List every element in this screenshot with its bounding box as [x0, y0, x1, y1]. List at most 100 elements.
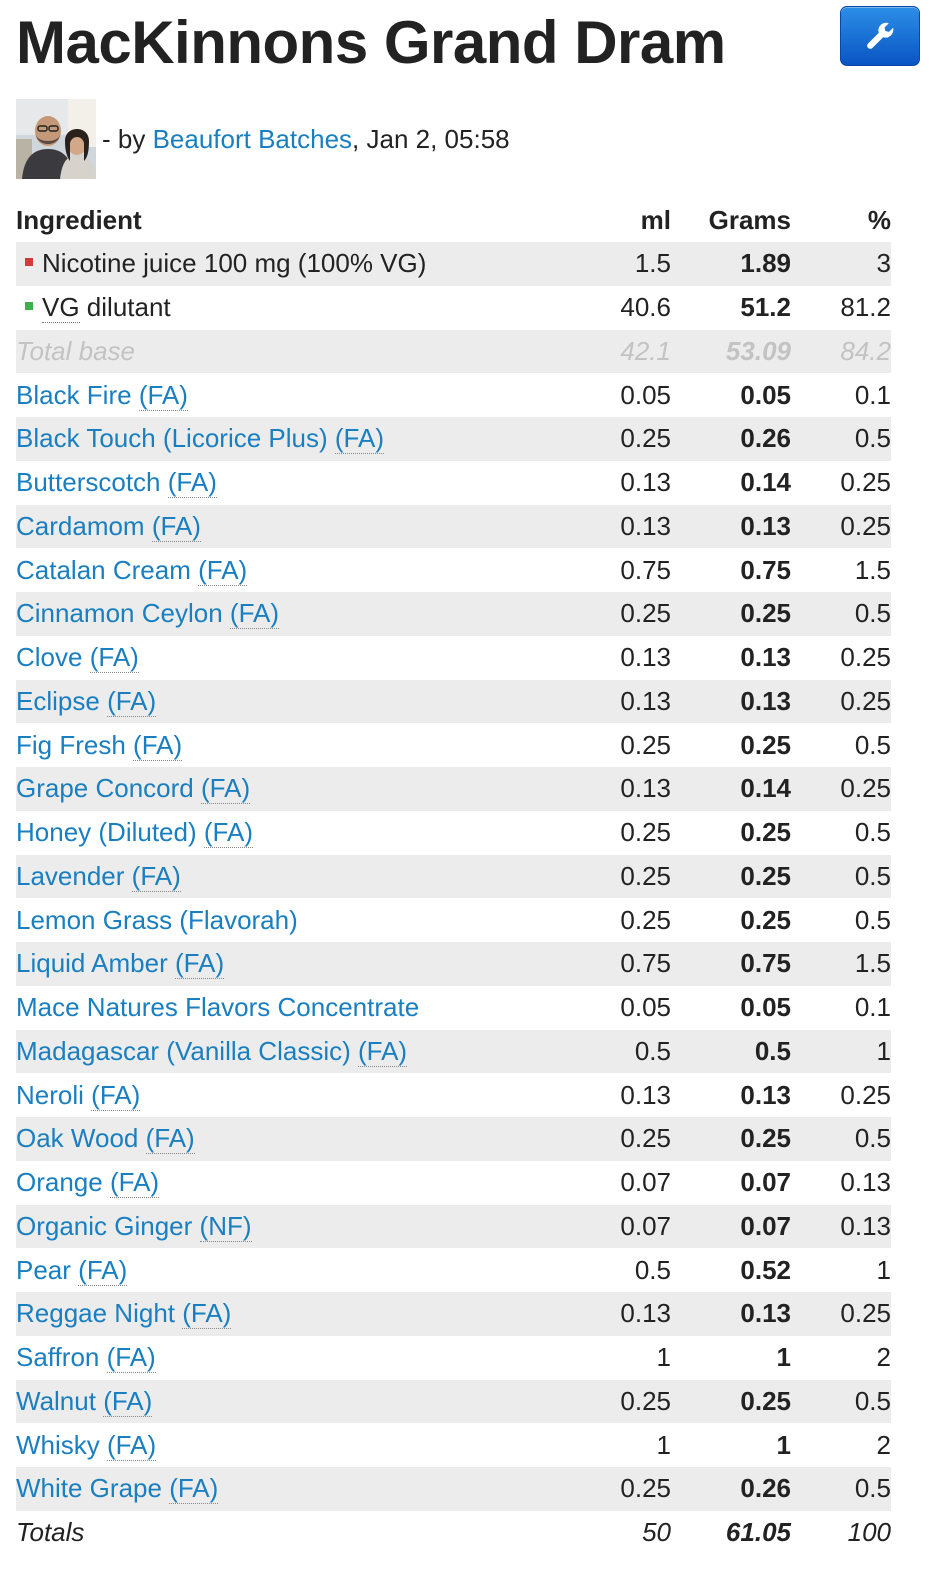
flavor-link[interactable]: Black Fire: [16, 379, 132, 410]
ml-cell: 42.1: [620, 335, 671, 366]
percent-cell: 1.5: [854, 948, 891, 979]
author-avatar[interactable]: [16, 99, 96, 179]
table-row: Madagascar (Vanilla Classic) (FA) 0.5 0.5 1: [16, 1029, 891, 1074]
ingredient-cell: Lemon Grass (Flavorah): [16, 898, 516, 942]
table-row: Saffron (FA) 1 1 2: [16, 1336, 891, 1380]
grams-cell: 0.26: [740, 1473, 791, 1504]
percent-cell: 0.5: [854, 598, 891, 629]
ml-cell: 0.13: [620, 467, 671, 498]
flavor-link[interactable]: Eclipse: [16, 685, 100, 716]
percent-cell: 0.5: [854, 860, 891, 891]
ml-cell: 0.25: [620, 1385, 671, 1416]
percent-cell: 0.5: [854, 423, 891, 454]
vendor-abbrev: (FA): [109, 1167, 160, 1199]
recipe-byline: - by Beaufort Batches, Jan 2, 05:58: [16, 99, 510, 179]
flavor-link[interactable]: Fig Fresh: [16, 729, 126, 760]
totals-label: Totals: [16, 1510, 516, 1555]
flavor-link[interactable]: Clove: [16, 642, 83, 673]
flavor-link[interactable]: Catalan Cream: [16, 554, 191, 585]
flavor-link[interactable]: Butterscotch: [16, 467, 161, 498]
total-base-row: Total base 42.1 53.09 84.2: [16, 329, 891, 374]
ml-cell: 0.25: [620, 1473, 671, 1504]
vendor-abbrev: (FA): [201, 773, 251, 805]
table-row: Eclipse (FA) 0.13 0.13 0.25: [16, 679, 891, 724]
ingredient-cell: Walnut (FA): [16, 1380, 516, 1424]
vendor-abbrev: (FA): [169, 1473, 219, 1505]
percent-cell: 0.1: [854, 992, 891, 1023]
grams-cell: 0.25: [740, 1123, 791, 1154]
ml-cell: 0.25: [620, 423, 671, 454]
flavor-link[interactable]: Walnut: [16, 1385, 96, 1416]
flavor-link[interactable]: Orange: [16, 1167, 103, 1198]
ingredient-abbrev: VG: [42, 292, 80, 324]
grams-cell: 0.05: [740, 992, 791, 1023]
flavor-link[interactable]: Lemon Grass (Flavorah): [16, 904, 298, 935]
table-row-dilutant: VG dilutant 40.6 51.2 81.2: [16, 286, 891, 330]
percent-cell: 0.25: [840, 642, 891, 673]
flavor-link[interactable]: Reggae Night: [16, 1298, 175, 1329]
flavor-link[interactable]: Madagascar (Vanilla Classic): [16, 1035, 351, 1066]
ml-cell: 1.5: [634, 248, 671, 279]
flavor-link[interactable]: Black Touch (Licorice Plus): [16, 423, 328, 454]
flavor-link[interactable]: Grape Concord: [16, 773, 194, 804]
table-row: Lavender (FA) 0.25 0.25 0.5: [16, 854, 891, 899]
vendor-abbrev: (FA): [138, 379, 188, 411]
table-row: Cinnamon Ceylon (FA) 0.25 0.25 0.5: [16, 592, 891, 636]
ingredient-cell: Saffron (FA): [16, 1336, 516, 1380]
tools-button[interactable]: [840, 6, 920, 66]
flavor-link[interactable]: Whisky: [16, 1429, 100, 1460]
table-row: Oak Wood (FA) 0.25 0.25 0.5: [16, 1117, 891, 1161]
flavor-link[interactable]: Oak Wood: [16, 1123, 139, 1154]
flavor-link[interactable]: Lavender: [16, 860, 125, 891]
ingredient-cell: Clove (FA): [16, 636, 516, 680]
table-row: Butterscotch (FA) 0.13 0.14 0.25: [16, 461, 891, 505]
ml-cell: 0.13: [620, 685, 671, 716]
ml-cell: 0.25: [620, 1123, 671, 1154]
grams-cell: 0.13: [740, 685, 791, 716]
vendor-abbrev: (FA): [107, 685, 157, 717]
percent-cell: 0.5: [854, 904, 891, 935]
ingredient-cell: Honey (Diluted) (FA): [16, 811, 516, 855]
vendor-abbrev: (FA): [133, 729, 183, 761]
flavor-link[interactable]: Saffron: [16, 1342, 100, 1373]
grams-cell: 0.13: [740, 1079, 791, 1110]
red-square-icon: [25, 258, 33, 267]
ml-cell: 0.05: [620, 379, 671, 410]
ml-cell: 40.6: [620, 292, 671, 323]
ml-cell: 1: [656, 1342, 671, 1373]
ingredients-body: Nicotine juice 100 mg (100% VG) 1.5 1.89…: [16, 242, 891, 1511]
vendor-abbrev: (FA): [357, 1035, 408, 1067]
flavor-link[interactable]: Organic Ginger: [16, 1210, 193, 1241]
flavor-link[interactable]: Honey (Diluted): [16, 817, 197, 848]
author-link[interactable]: Beaufort Batches: [152, 123, 353, 154]
percent-cell: 0.5: [854, 729, 891, 760]
percent-cell: 0.1: [854, 379, 891, 410]
flavor-link[interactable]: Cinnamon Ceylon: [16, 598, 223, 629]
ml-cell: 0.5: [634, 1035, 671, 1066]
flavor-link[interactable]: White Grape: [16, 1473, 162, 1504]
flavor-link[interactable]: Neroli: [16, 1079, 84, 1110]
flavor-link[interactable]: Pear: [16, 1254, 71, 1285]
ml-cell: 0.13: [620, 510, 671, 541]
flavor-link[interactable]: Cardamom: [16, 510, 145, 541]
ingredient-cell: Neroli (FA): [16, 1073, 516, 1117]
ingredients-table: Ingredient ml Grams % Nicotine juice 100…: [16, 198, 891, 1555]
totals-row: Totals 50 61.05 100: [16, 1510, 891, 1555]
header-ingredient: Ingredient: [16, 204, 142, 235]
vendor-abbrev: (FA): [145, 1123, 195, 1155]
vendor-abbrev: (FA): [78, 1254, 128, 1286]
percent-cell: 0.13: [840, 1210, 891, 1241]
grams-cell: 0.13: [740, 642, 791, 673]
vendor-abbrev: (FA): [334, 423, 384, 455]
vendor-abbrev: (FA): [107, 1429, 157, 1461]
table-row: Grape Concord (FA) 0.13 0.14 0.25: [16, 767, 891, 811]
percent-cell: 0.25: [840, 773, 891, 804]
ml-cell: 0.75: [620, 554, 671, 585]
ingredient-cell: Pear (FA): [16, 1248, 516, 1292]
percent-cell: 0.25: [840, 467, 891, 498]
ingredient-cell: Lavender (FA): [16, 855, 516, 899]
grams-cell: 0.14: [740, 773, 791, 804]
percent-cell: 100: [791, 1510, 891, 1555]
flavor-link[interactable]: Mace Natures Flavors Concentrate: [16, 992, 420, 1023]
flavor-link[interactable]: Liquid Amber: [16, 948, 168, 979]
